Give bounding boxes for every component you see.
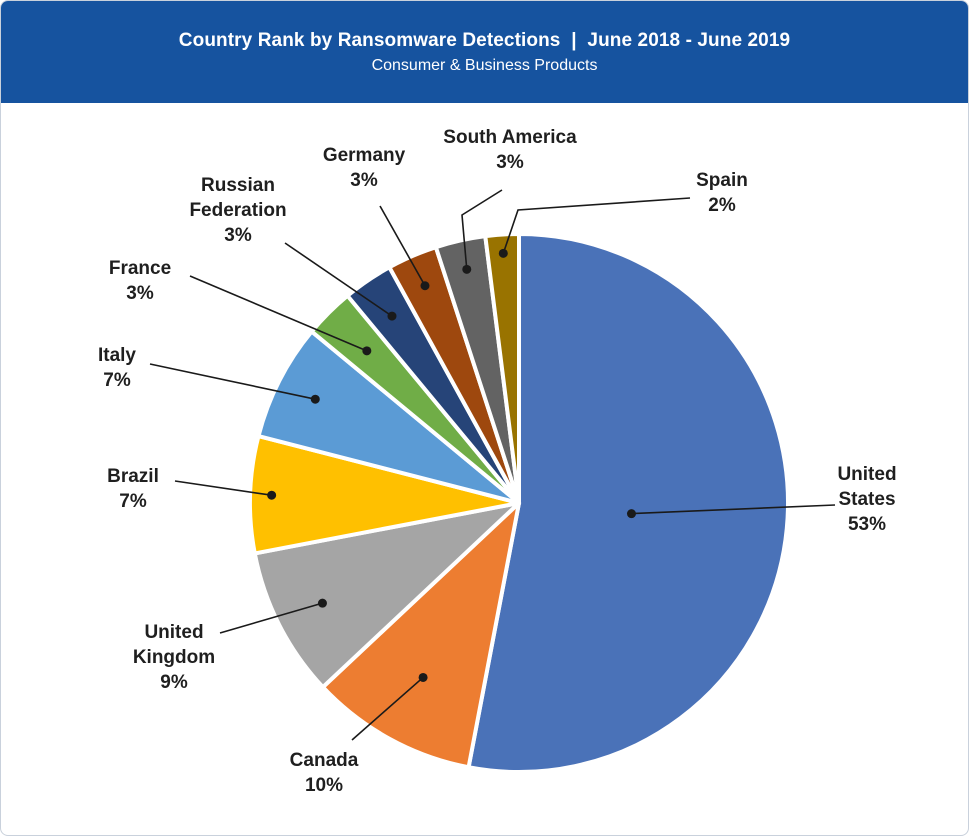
leader-line-united-states [631,504,836,515]
leader-line-france [189,275,368,352]
data-label-united-states: United States 53% [837,464,896,535]
leader-dot-germany [420,281,430,291]
leader-dot-united-kingdom [317,598,327,608]
chart-subtitle: Consumer & Business Products [371,57,598,74]
pie-leader-lines [149,189,836,741]
data-label-brazil: Brazil 7% [107,466,159,512]
pie-slice-brazil [248,434,521,556]
leader-dot-france [362,346,372,356]
leader-dot-canada [418,672,428,682]
pie-labels: United States 53% Canada 10% United Kingdom 9% B… [98,127,897,796]
pie-slices [248,232,790,774]
leader-line-italy [149,363,316,400]
leader-dot-spain [498,248,508,258]
leader-line-united-kingdom [219,602,323,634]
data-label-united-kingdom: United Kingdom 9% [133,622,215,693]
leader-dot-russian-federation [387,311,397,321]
leader-dot-brazil [267,490,277,500]
data-label-germany: Germany 3% [323,145,406,191]
data-label-spain: Spain 2% [696,170,748,216]
leader-line-russian-federation [284,242,393,317]
leader-line-south-america [461,189,503,270]
chart-title: Country Rank by Ransomware Detections | … [178,30,791,51]
leader-line-brazil [174,480,272,497]
pie-slice-united-kingdom [252,501,521,690]
data-label-south-america: South America 3% [443,127,577,173]
chart-header: Country Rank by Ransomware Detections | … [1,1,968,103]
pie-slice-united-states [466,232,790,774]
leader-dot-united-states [626,509,636,519]
pie-slice-canada [320,501,521,770]
data-label-russian-federation: Russian Federation 3% [189,175,286,246]
data-label-canada: Canada 10% [290,750,359,796]
pie-slice-spain [483,232,521,505]
data-label-france: France 3% [109,258,171,304]
leader-dot-south-america [462,264,472,274]
leader-line-spain [502,197,691,254]
pie-slice-italy [256,329,521,505]
leader-line-canada [351,676,424,741]
data-label-italy: Italy 7% [98,345,136,391]
leader-line-germany [379,205,426,287]
leader-dot-italy [310,394,320,404]
